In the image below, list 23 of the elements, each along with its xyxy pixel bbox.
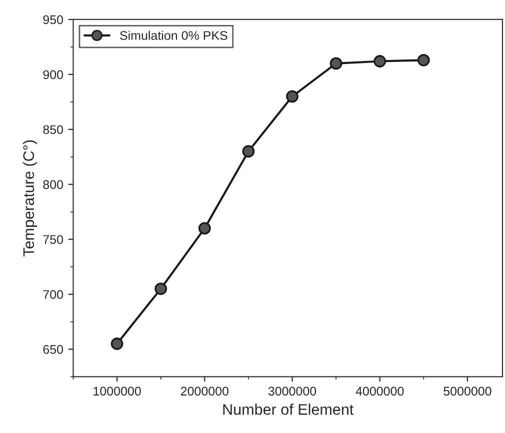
x-tick-label: 2000000 [180, 386, 228, 396]
y-tick-label: 650 [43, 345, 64, 354]
x-tick-label: 3000000 [268, 386, 316, 396]
y-tick-label: 950 [43, 15, 64, 24]
point [374, 55, 386, 68]
legend-label: Simulation 0% PKS [120, 30, 228, 40]
x-tick-label: 1000000 [94, 386, 141, 396]
point [330, 57, 342, 70]
point [242, 145, 255, 158]
y-tick-label: 900 [43, 70, 64, 80]
point [154, 282, 168, 295]
x-tick-label: 4000000 [356, 386, 404, 396]
y-tick-label: 750 [43, 235, 64, 244]
y-tick-label: 700 [43, 290, 64, 299]
point [110, 338, 124, 350]
y-axis-title: Temperature (C°) [22, 140, 38, 256]
point [198, 222, 211, 235]
point [417, 54, 430, 66]
x-axis-title: Number of Element [223, 404, 354, 415]
y-tick-label: 850 [43, 125, 64, 134]
y-tick-label: 800 [43, 180, 64, 190]
x-tick-label: 5000000 [444, 386, 492, 396]
point [286, 90, 298, 103]
